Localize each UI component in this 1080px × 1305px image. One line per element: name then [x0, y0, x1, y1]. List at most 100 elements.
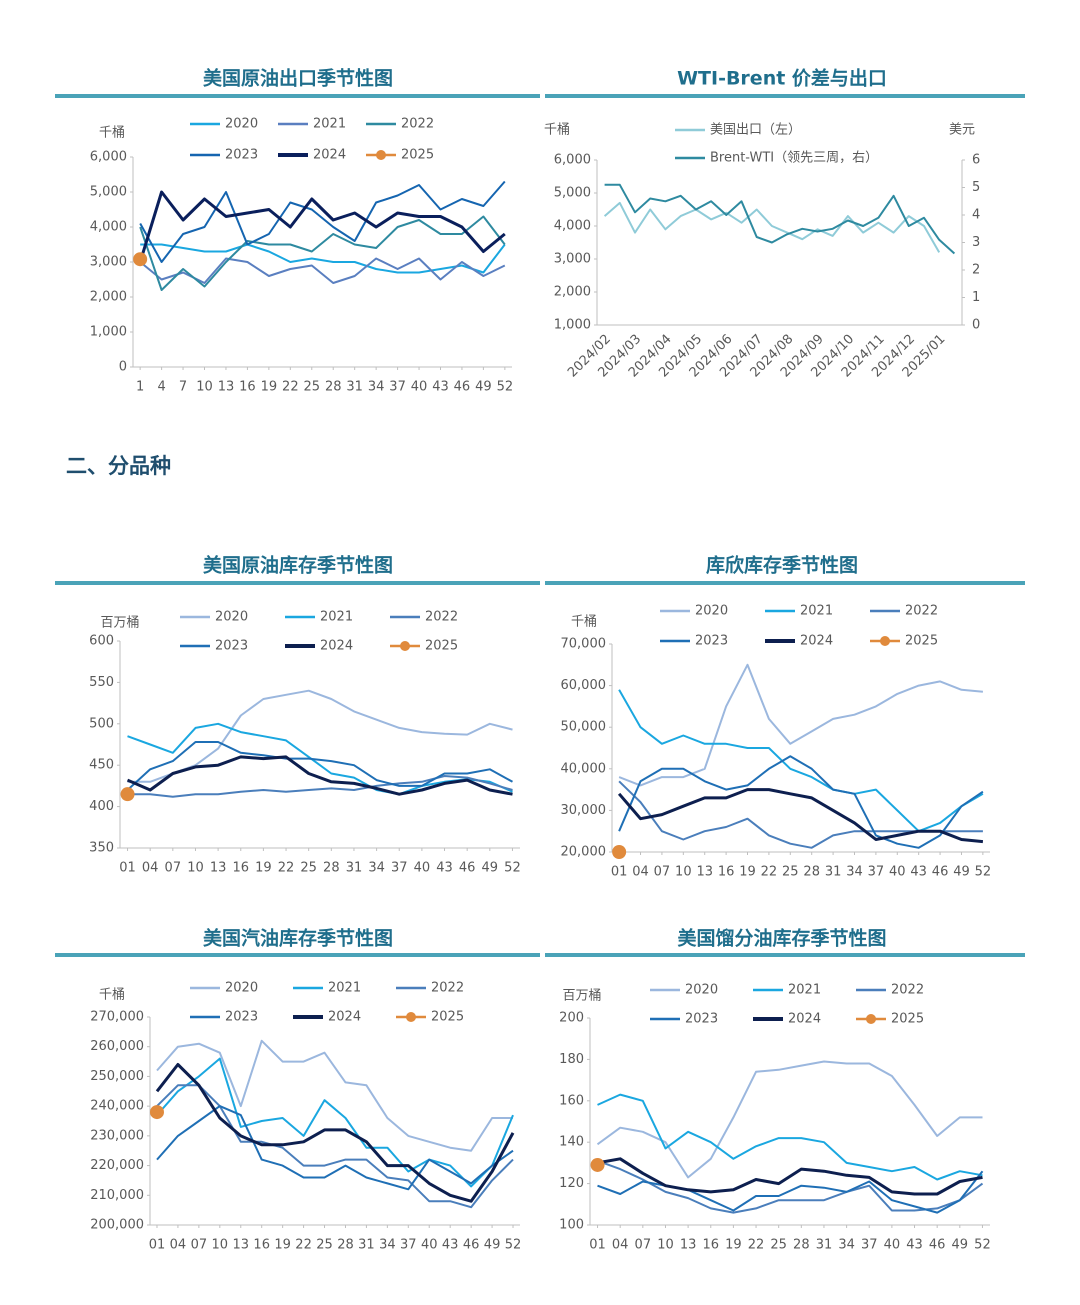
data-line [597, 1157, 983, 1196]
data-line [139, 215, 506, 291]
legend-label: Brent-WTI（领先三周，右） [710, 151, 878, 166]
x-tick-label: 10 [212, 1238, 229, 1253]
y-axis-label: 千桶 [571, 615, 597, 630]
x-tick-label: 37 [400, 1238, 417, 1253]
data-line [138, 190, 506, 263]
legend-label: 2025 [891, 1012, 924, 1027]
y-tick-label: 40,000 [561, 761, 607, 776]
legend-label: 2021 [788, 983, 821, 998]
x-tick-label: 04 [612, 1238, 629, 1253]
y-axis-label: 百万桶 [100, 616, 139, 631]
y-tick-label: 3,000 [554, 252, 591, 267]
x-tick-label: 16 [232, 861, 249, 876]
x-tick-label: 19 [739, 865, 756, 880]
x-tick-label: 10 [187, 861, 204, 876]
data-line [156, 1039, 513, 1152]
x-tick-label: 19 [725, 1238, 742, 1253]
chart-title: 美国馏分油库存季节性图 [677, 927, 886, 950]
legend-label: 2024 [328, 1010, 361, 1025]
x-tick-label: 01 [611, 865, 628, 880]
data-line [140, 243, 506, 274]
legend-label: 2020 [215, 610, 248, 625]
x-tick-label: 13 [210, 861, 227, 876]
x-tick-label: 40 [421, 1238, 438, 1253]
y-tick-label: 1,000 [554, 318, 591, 333]
legend-label: 2023 [225, 148, 258, 163]
y-tick-label: 140 [559, 1135, 584, 1150]
chart-title: 美国原油库存季节性图 [203, 554, 393, 577]
data-line [597, 1159, 984, 1214]
legend-marker [376, 150, 386, 160]
legend-label: 2023 [215, 639, 248, 654]
legend-label: 2024 [320, 639, 353, 654]
x-tick-label: 34 [368, 861, 385, 876]
x-tick-label: 43 [906, 1238, 923, 1253]
data-line [618, 755, 984, 849]
x-tick-label: 40 [884, 1238, 901, 1253]
legend-label: 2024 [800, 634, 833, 649]
x-tick-label: 43 [910, 865, 927, 880]
x-tick-label: 34 [838, 1238, 855, 1253]
y-tick-label: 350 [89, 841, 114, 856]
y2-tick-label: 4 [972, 208, 980, 223]
x-tick-label: 49 [482, 861, 499, 876]
y-tick-label: 2,000 [554, 285, 591, 300]
y2-tick-label: 2 [972, 263, 980, 278]
x-tick-label: 01 [119, 861, 136, 876]
legend-label: 2021 [328, 981, 361, 996]
x-tick-label: 49 [484, 1238, 501, 1253]
x-tick-label: 13 [696, 865, 713, 880]
x-tick-label: 49 [952, 1238, 969, 1253]
legend-label: 2022 [891, 983, 924, 998]
x-tick-label: 28 [325, 380, 342, 395]
y2-tick-label: 6 [972, 153, 980, 168]
title-rule [55, 94, 540, 98]
x-tick-label: 01 [149, 1238, 166, 1253]
data-line [156, 1057, 514, 1188]
x-tick-label: 28 [337, 1238, 354, 1253]
data-line [155, 1063, 515, 1203]
title-rule [545, 94, 1025, 98]
y-axis-label: 千桶 [99, 126, 125, 141]
x-tick-label: 07 [191, 1238, 208, 1253]
data-line [126, 741, 513, 791]
x-tick-label: 07 [654, 865, 671, 880]
y-tick-label: 400 [89, 799, 114, 814]
x-tick-label: 19 [261, 380, 278, 395]
x-tick-label: 22 [278, 861, 295, 876]
y2-tick-label: 3 [972, 235, 980, 250]
y-tick-label: 160 [559, 1093, 584, 1108]
x-tick-label: 43 [432, 380, 449, 395]
y-tick-label: 50,000 [561, 720, 607, 735]
legend-label: 美国出口（左） [710, 123, 801, 138]
x-tick-label: 52 [504, 861, 521, 876]
y-tick-label: 600 [89, 634, 114, 649]
x-tick-label: 46 [459, 861, 476, 876]
x-tick-label: 22 [761, 865, 778, 880]
x-tick-label: 37 [868, 865, 885, 880]
x-tick-label: 31 [825, 865, 842, 880]
x-tick-label: 01 [589, 1238, 606, 1253]
x-tick-label: 10 [196, 380, 213, 395]
x-tick-label: 52 [505, 1238, 522, 1253]
x-tick-label: 04 [632, 865, 649, 880]
y-tick-label: 100 [559, 1218, 584, 1233]
x-tick-label: 07 [165, 861, 182, 876]
x-tick-label: 25 [304, 380, 321, 395]
data-line [139, 180, 506, 263]
y-tick-label: 240,000 [90, 1099, 144, 1114]
x-tick-label: 4 [157, 380, 165, 395]
legend-label: 2021 [800, 604, 833, 619]
x-tick-label: 52 [975, 865, 992, 880]
x-tick-label: 28 [793, 1238, 810, 1253]
data-line [127, 775, 513, 798]
title-rule [545, 953, 1025, 957]
x-tick-label: 28 [323, 861, 340, 876]
data-line [126, 755, 513, 796]
data-line [596, 1060, 983, 1179]
data-point [590, 1157, 605, 1172]
legend-marker [400, 641, 410, 651]
data-line [617, 788, 984, 844]
data-point [149, 1105, 164, 1120]
y-tick-label: 1,000 [90, 325, 127, 340]
